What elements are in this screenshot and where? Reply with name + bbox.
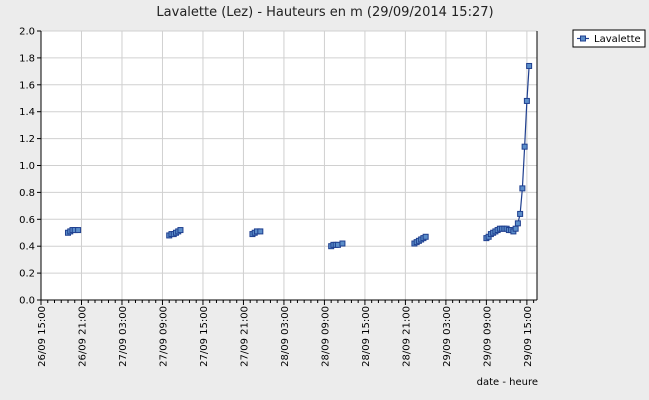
y-tick-label: 1.0 <box>19 161 35 172</box>
y-tick-label: 1.2 <box>19 134 35 145</box>
axes <box>37 30 538 305</box>
y-tick-label: 1.6 <box>19 80 35 91</box>
chart-title: Lavalette (Lez) - Hauteurs en m (29/09/2… <box>156 5 493 20</box>
y-tick-label: 1.8 <box>19 53 35 64</box>
y-tick-label: 0.6 <box>19 215 35 226</box>
data-point <box>422 233 429 240</box>
y-tick-label: 0.0 <box>19 296 35 307</box>
x-tick-label: 28/09 09:00 <box>320 306 331 367</box>
x-tick-label: 29/09 03:00 <box>442 306 453 367</box>
legend-box <box>572 29 646 48</box>
x-tick-label: 26/09 21:00 <box>77 306 88 367</box>
data-point <box>523 97 530 104</box>
data-point <box>257 228 264 235</box>
data-point <box>512 225 519 232</box>
y-tick-label: 0.2 <box>19 269 35 280</box>
y-tick-label: 0.8 <box>19 188 35 199</box>
x-tick-label: 27/09 21:00 <box>239 306 250 367</box>
x-tick-label: 28/09 03:00 <box>280 306 291 367</box>
legend: Lavalette <box>572 29 646 48</box>
x-tick-label: 29/09 15:00 <box>523 306 534 367</box>
y-tick-label: 1.4 <box>19 107 35 118</box>
x-tick-label: 28/09 15:00 <box>361 306 372 367</box>
y-tick-label: 0.4 <box>19 242 35 253</box>
data-point <box>519 185 526 192</box>
x-axis-label: date - heure <box>477 377 538 388</box>
data-point <box>177 227 184 234</box>
data-point <box>339 240 346 247</box>
x-tick-labels: 26/09 15:00 26/09 21:00 27/09 03:00 27/09 0… <box>37 306 534 367</box>
x-tick-label: 27/09 15:00 <box>199 306 210 367</box>
x-tick-label: 27/09 09:00 <box>158 306 169 367</box>
x-tick-label: 26/09 15:00 <box>37 306 48 367</box>
grid-lines <box>40 30 537 301</box>
data-point <box>514 220 521 227</box>
y-tick-label: 2.0 <box>19 27 35 38</box>
data-point <box>517 210 524 217</box>
legend-label: Lavalette <box>594 34 641 45</box>
data-point <box>526 62 533 69</box>
data-point <box>75 227 82 234</box>
data-point <box>521 143 528 150</box>
x-tick-label: 27/09 03:00 <box>118 306 129 367</box>
series-layer <box>64 62 533 250</box>
x-tick-label: 29/09 09:00 <box>482 306 493 367</box>
y-tick-labels: 0.0 0.2 0.4 0.6 0.8 1.0 1.2 1.4 1.6 1.8 2.0 <box>19 27 35 307</box>
x-tick-label: 28/09 21:00 <box>401 306 412 367</box>
legend-swatch-marker <box>580 35 586 42</box>
